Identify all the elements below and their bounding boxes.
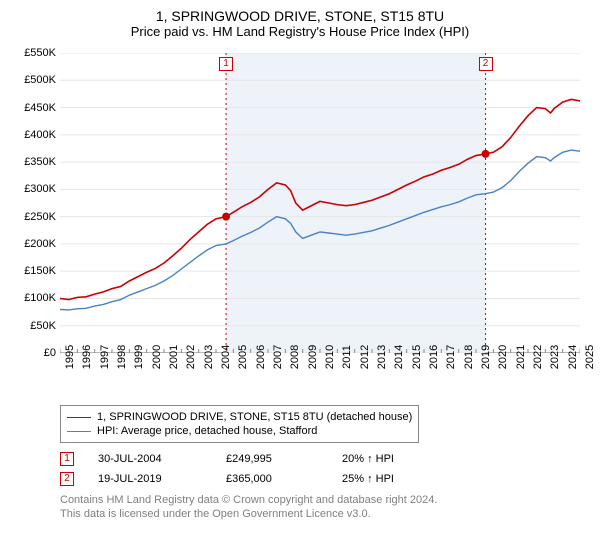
chart-subtitle: Price paid vs. HM Land Registry's House … [12,24,588,39]
x-tick-label: 2012 [359,345,371,369]
legend-swatch [67,431,91,432]
x-tick-label: 2018 [463,345,475,369]
y-tick-label: £450K [12,102,56,114]
footnote-line-2: This data is licensed under the Open Gov… [60,508,371,520]
chart-title: 1, SPRINGWOOD DRIVE, STONE, ST15 8TU [12,8,588,24]
x-tick-label: 2020 [497,345,509,369]
y-tick-label: £0 [12,347,56,359]
transactions-table: 1 30-JUL-2004 £249,995 20% ↑ HPI 2 19-JUL-201… [60,449,588,489]
x-tick-label: 1997 [99,345,111,369]
x-tick-label: 2016 [428,345,440,369]
legend-label: HPI: Average price, detached house, Staf… [97,425,317,437]
transaction-date: 19-JUL-2019 [98,473,190,485]
x-tick-label: 2003 [203,345,215,369]
marker-index-box: 2 [479,57,493,71]
x-tick-label: 2002 [185,345,197,369]
y-tick-label: £550K [12,47,56,59]
x-tick-label: 1996 [81,345,93,369]
y-tick-label: £350K [12,156,56,168]
chart-container: £0 £50K £100K £150K £200K £250K £300K £350K £400… [12,47,588,397]
y-tick-label: £500K [12,74,56,86]
marker-index-box: 1 [219,57,233,71]
transaction-date: 30-JUL-2004 [98,453,190,465]
x-tick-label: 2017 [445,345,457,369]
legend-swatch [67,417,91,418]
plot-area [60,53,580,353]
legend-item: 1, SPRINGWOOD DRIVE, STONE, ST15 8TU (de… [67,410,412,424]
x-tick-label: 1998 [116,345,128,369]
transaction-delta: 20% ↑ HPI [342,453,394,465]
x-tick-label: 1995 [64,345,76,369]
transaction-price: £365,000 [226,473,306,485]
x-tick-label: 2001 [168,345,180,369]
transaction-index: 1 [60,452,74,466]
x-tick-label: 2022 [532,345,544,369]
chart-svg [60,53,580,353]
legend-label: 1, SPRINGWOOD DRIVE, STONE, ST15 8TU (de… [97,411,412,423]
x-tick-label: 2006 [255,345,267,369]
x-tick-label: 2005 [237,345,249,369]
x-tick-label: 2004 [220,345,232,369]
x-tick-label: 2023 [549,345,561,369]
footnote-line-1: Contains HM Land Registry data © Crown c… [60,494,437,506]
y-tick-label: £100K [12,292,56,304]
y-tick-label: £150K [12,265,56,277]
x-tick-label: 2011 [341,345,353,369]
legend-item: HPI: Average price, detached house, Staf… [67,424,412,438]
y-tick-label: £200K [12,238,56,250]
legend: 1, SPRINGWOOD DRIVE, STONE, ST15 8TU (de… [60,405,419,443]
y-tick-label: £250K [12,211,56,223]
x-tick-label: 2009 [307,345,319,369]
x-tick-label: 2014 [393,345,405,369]
highlight-band [226,53,485,353]
x-tick-label: 2010 [324,345,336,369]
x-tick-label: 1999 [133,345,145,369]
x-tick-label: 2021 [515,345,527,369]
marker-dot [482,150,490,158]
x-tick-label: 2000 [151,345,163,369]
x-tick-label: 2025 [584,345,596,369]
transaction-row: 2 19-JUL-2019 £365,000 25% ↑ HPI [60,469,588,489]
x-tick-label: 2007 [272,345,284,369]
x-tick-label: 2008 [289,345,301,369]
x-tick-label: 2015 [411,345,423,369]
x-tick-label: 2019 [480,345,492,369]
transaction-delta: 25% ↑ HPI [342,473,394,485]
transaction-index: 2 [60,472,74,486]
transaction-row: 1 30-JUL-2004 £249,995 20% ↑ HPI [60,449,588,469]
transaction-price: £249,995 [226,453,306,465]
x-tick-label: 2024 [567,345,579,369]
footnote: Contains HM Land Registry data © Crown c… [60,493,588,522]
y-tick-label: £400K [12,129,56,141]
marker-dot [222,213,230,221]
y-tick-label: £300K [12,183,56,195]
y-tick-label: £50K [12,320,56,332]
x-tick-label: 2013 [376,345,388,369]
